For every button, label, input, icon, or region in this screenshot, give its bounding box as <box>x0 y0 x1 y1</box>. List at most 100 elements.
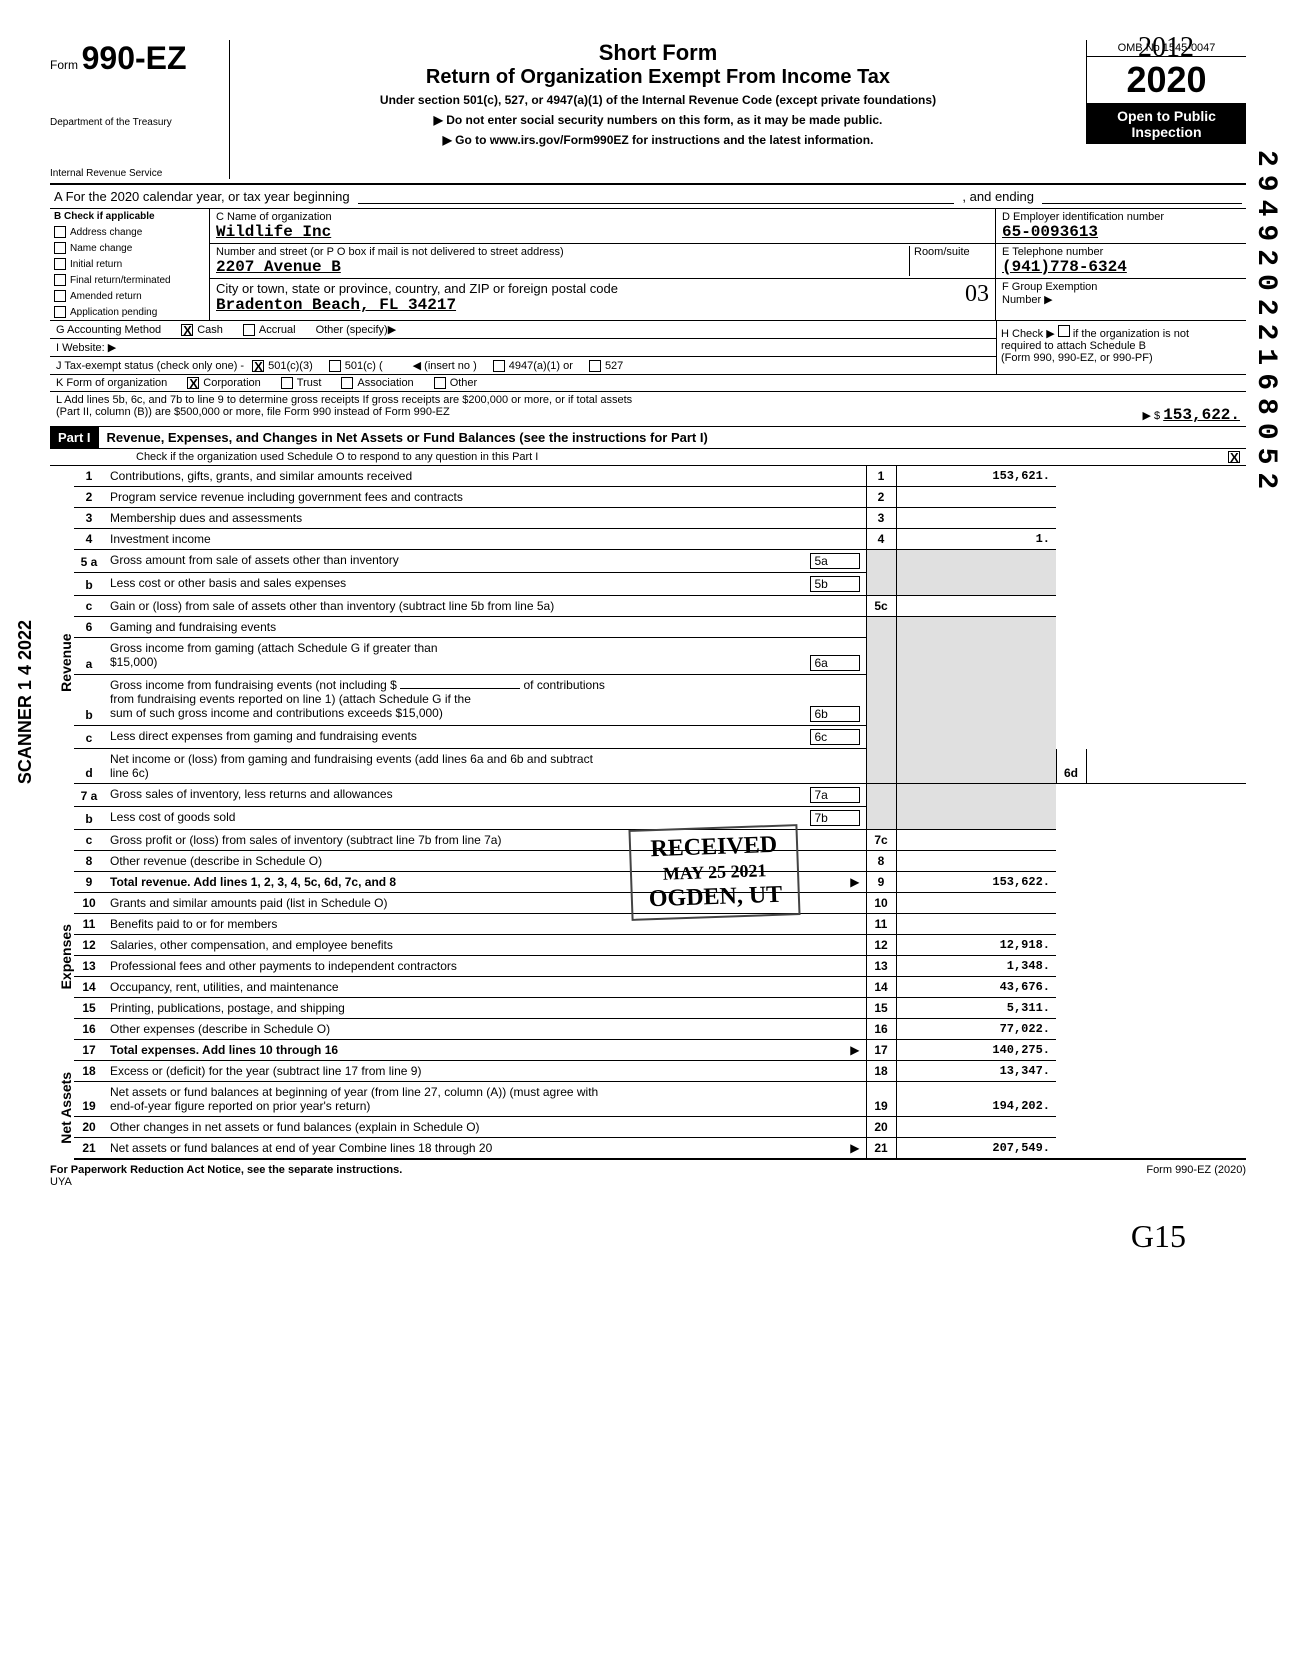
room-value: 03 <box>965 281 989 314</box>
check-accrual[interactable] <box>243 324 255 336</box>
l21-amt: 207,549. <box>896 1138 1056 1160</box>
l9-amt: 153,622. <box>896 872 1056 893</box>
check-corp[interactable] <box>187 377 199 389</box>
check-other-org[interactable] <box>434 377 446 389</box>
check-cash[interactable] <box>181 324 193 336</box>
check-amended[interactable] <box>54 290 66 302</box>
l1-amt: 153,621. <box>896 466 1056 487</box>
street-label: Number and street (or P O box if mail is… <box>216 246 909 258</box>
expenses-label: Expenses <box>50 859 74 1055</box>
received-stamp: RECEIVED MAY 25 2021 OGDEN, UT <box>628 824 800 921</box>
k-corp: Corporation <box>203 377 260 389</box>
l6a-text2: $15,000) <box>110 655 157 669</box>
check-4947[interactable] <box>493 360 505 372</box>
dept2: Internal Revenue Service <box>50 168 219 179</box>
l7c-amt <box>896 830 1056 851</box>
form-prefix: Form <box>50 58 78 72</box>
l17-text: Total expenses. Add lines 10 through 16 <box>110 1043 338 1057</box>
h-text: if the organization is not <box>1073 328 1189 340</box>
cash-label: Cash <box>197 324 223 336</box>
l19-amt: 194,202. <box>896 1082 1056 1117</box>
section-a: A For the 2020 calendar year, or tax yea… <box>50 185 1246 209</box>
check-assoc[interactable] <box>341 377 353 389</box>
l6c-text: Less direct expenses from gaming and fun… <box>110 729 417 743</box>
cb-label-5: Application pending <box>70 307 157 318</box>
l20-text: Other changes in net assets or fund bala… <box>104 1117 866 1138</box>
l15-text: Printing, publications, postage, and shi… <box>104 998 866 1019</box>
h-text3: (Form 990, 990-EZ, or 990-PF) <box>1001 352 1242 364</box>
cb-label-4: Amended return <box>70 291 142 302</box>
check-initial[interactable] <box>54 258 66 270</box>
l19-text: Net assets or fund balances at beginning… <box>110 1085 598 1099</box>
footer: For Paperwork Reduction Act Notice, see … <box>50 1160 1246 1188</box>
l2-amt <box>896 487 1056 508</box>
part1-check[interactable] <box>1228 451 1240 463</box>
part1-title: Revenue, Expenses, and Changes in Net As… <box>99 430 708 445</box>
l6d-amt <box>1086 749 1246 784</box>
l12-text: Salaries, other compensation, and employ… <box>104 935 866 956</box>
lines-table: 1Contributions, gifts, grants, and simil… <box>74 466 1246 1160</box>
form-header: Form 990-EZ Department of the Treasury I… <box>50 40 1246 185</box>
row-i-label: I Website: ▶ <box>56 341 116 354</box>
l6b-text2: of contributions <box>524 678 605 692</box>
part1-header: Part I <box>50 427 99 448</box>
ein-label: D Employer identification number <box>1002 211 1240 223</box>
instruction1: ▶ Do not enter social security numbers o… <box>240 113 1076 127</box>
stamp-received: RECEIVED <box>647 831 781 864</box>
footer-left: For Paperwork Reduction Act Notice, see … <box>50 1164 402 1176</box>
tax-year: 2020 <box>1087 57 1246 104</box>
l16-amt: 77,022. <box>896 1019 1056 1040</box>
dept1: Department of the Treasury <box>50 117 219 128</box>
check-501c[interactable] <box>329 360 341 372</box>
j-opt2: 501(c) ( <box>345 360 383 372</box>
instruction2: ▶ Go to www.irs.gov/Form990EZ for instru… <box>240 133 1076 147</box>
cb-label-2: Initial return <box>70 259 122 270</box>
revenue-label: Revenue <box>50 466 74 859</box>
check-527[interactable] <box>589 360 601 372</box>
j-opt1: 501(c)(3) <box>268 360 313 372</box>
l7c-text: Gross profit or (loss) from sales of inv… <box>110 833 501 847</box>
l14-text: Occupancy, rent, utilities, and maintena… <box>104 977 866 998</box>
accrual-label: Accrual <box>259 324 296 336</box>
l3-text: Membership dues and assessments <box>104 508 866 529</box>
l20-amt <box>896 1117 1056 1138</box>
k-assoc: Association <box>357 377 413 389</box>
j-insert: ◀ (insert no ) <box>413 359 477 372</box>
l2-text: Program service revenue including govern… <box>104 487 866 508</box>
row-h-label: H Check ▶ <box>1001 328 1055 340</box>
l6d-text: Net income or (loss) from gaming and fun… <box>110 752 593 766</box>
h-text2: required to attach Schedule B <box>1001 340 1242 352</box>
k-other: Other <box>450 377 478 389</box>
footer-right: Form 990-EZ (2020) <box>1146 1164 1246 1188</box>
row-j-label: J Tax-exempt status (check only one) - <box>56 360 244 372</box>
form-number: 990-EZ <box>82 40 187 76</box>
j-opt3: 4947(a)(1) or <box>509 360 573 372</box>
org-name: Wildlife Inc <box>216 223 989 241</box>
check-pending[interactable] <box>54 306 66 318</box>
l9-text: Total revenue. Add lines 1, 2, 3, 4, 5c,… <box>110 875 396 889</box>
short-form-title: Short Form <box>240 40 1076 66</box>
l15-amt: 5,311. <box>896 998 1056 1019</box>
return-title: Return of Organization Exempt From Incom… <box>240 66 1076 89</box>
under-section: Under section 501(c), 527, or 4947(a)(1)… <box>240 93 1076 107</box>
l5a-text: Gross amount from sale of assets other t… <box>110 553 399 567</box>
l4-amt: 1. <box>896 529 1056 550</box>
check-final[interactable] <box>54 274 66 286</box>
stamp-location: OGDEN, UT <box>648 881 782 914</box>
l16-text: Other expenses (describe in Schedule O) <box>104 1019 866 1040</box>
l10-amt <box>896 893 1056 914</box>
check-trust[interactable] <box>281 377 293 389</box>
l5c-text: Gain or (loss) from sale of assets other… <box>104 596 866 617</box>
check-address[interactable] <box>54 226 66 238</box>
name-label: C Name of organization <box>216 211 989 223</box>
ein-value: 65-0093613 <box>1002 223 1240 241</box>
l6a-text: Gross income from gaming (attach Schedul… <box>110 641 438 655</box>
room-label: Room/suite <box>914 246 989 258</box>
open-public-2: Inspection <box>1091 124 1242 140</box>
check-name[interactable] <box>54 242 66 254</box>
check-501c3[interactable] <box>252 360 264 372</box>
check-h[interactable] <box>1058 325 1070 337</box>
l12-amt: 12,918. <box>896 935 1056 956</box>
footer-uya: UYA <box>50 1176 72 1188</box>
phone-label: E Telephone number <box>1002 246 1240 258</box>
